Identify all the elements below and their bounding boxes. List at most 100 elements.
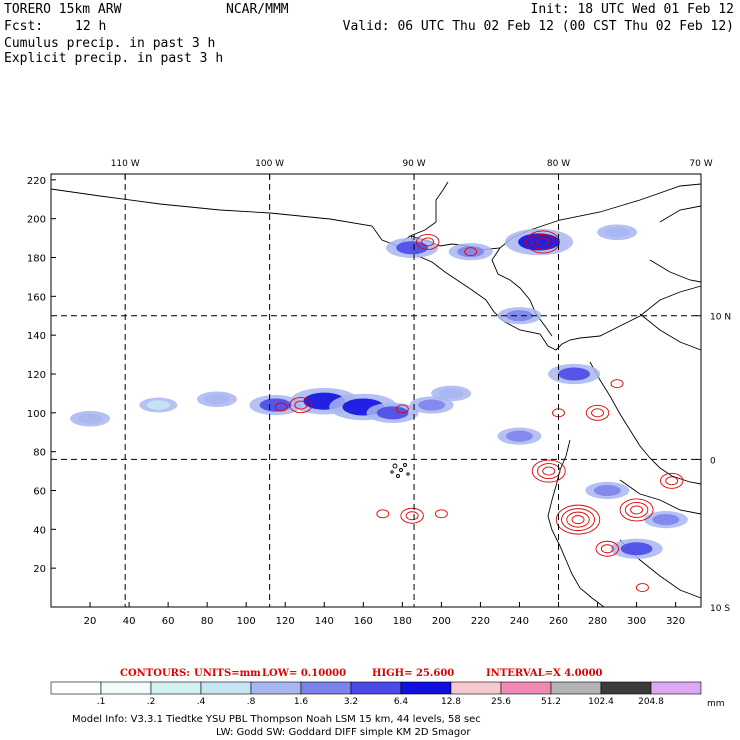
cumulus-area — [376, 406, 409, 420]
explicit-contour — [665, 476, 679, 486]
cumulus-area — [652, 514, 680, 526]
explicit-contour — [619, 498, 654, 522]
explicit-contour — [531, 459, 566, 483]
legend-swatch — [300, 681, 352, 695]
cumulus-area — [604, 227, 630, 238]
cumulus-area — [620, 542, 653, 556]
explicit-contour — [571, 515, 585, 525]
model-info-line1: Model Info: V3.3.1 Tiedtke YSU PBL Thomp… — [72, 714, 481, 725]
explicit-contour — [395, 404, 409, 414]
legend-value: 102.4 — [588, 697, 614, 707]
gridlines — [51, 174, 701, 607]
model-info-line2: LW: Godd SW: Goddard DIFF simple KM 2D S… — [216, 727, 471, 738]
y-tick-label: 160 — [27, 292, 46, 303]
legend-value: .1 — [97, 697, 106, 707]
init-time: Init: 18 UTC Wed 01 Feb 12 — [531, 2, 735, 17]
latitude-labels: 10 N 0 10 S — [696, 313, 731, 614]
x-tick-label: 100 — [237, 616, 256, 627]
plot-area — [50, 173, 702, 608]
x-axis-ticks: 20 40 60 80 100 120 140 160 180 200 220 240 260 280 30… — [84, 602, 685, 627]
cumulus-area — [146, 400, 170, 410]
longitude-label: 80 W — [547, 159, 570, 169]
y-tick-label: 140 — [27, 331, 46, 342]
explicit-contour — [405, 511, 419, 521]
legend-value: 51.2 — [541, 697, 561, 707]
explicit-contour — [591, 408, 604, 418]
latitude-label: 10 N — [710, 313, 731, 323]
forecast-label: Fcst: — [4, 19, 43, 34]
legend-value: 25.6 — [491, 697, 511, 707]
x-tick-label: 120 — [276, 616, 295, 627]
legend-swatch — [200, 681, 252, 695]
explicit-contour — [416, 234, 440, 250]
plot-frame — [50, 173, 702, 608]
legend-value: .4 — [197, 697, 206, 707]
x-tick-label: 320 — [666, 616, 685, 627]
explicit-contour — [600, 544, 614, 554]
x-tick-label: 220 — [471, 616, 490, 627]
cumulus-area — [518, 233, 560, 251]
model-title: TORERO 15km ARW — [4, 2, 122, 17]
longitude-label: 100 W — [255, 159, 284, 169]
legend-swatch — [50, 681, 102, 695]
cumulus-area — [457, 246, 485, 258]
latitude-label: 10 S — [710, 604, 730, 614]
x-tick-label: 260 — [549, 616, 568, 627]
legend-swatch — [550, 681, 602, 695]
x-tick-label: 300 — [627, 616, 646, 627]
cumulus-area — [558, 367, 591, 381]
explicit-contour — [376, 509, 390, 519]
legend-value: .2 — [147, 697, 156, 707]
longitude-labels: 110 W 100 W 90 W 80 W 70 W — [111, 159, 713, 179]
latitude-label: 0 — [710, 456, 716, 466]
explicit-contour — [566, 511, 590, 528]
contours-high: HIGH= 25.600 — [372, 668, 454, 679]
legend-swatch — [500, 681, 552, 695]
legend-swatch — [250, 681, 302, 695]
y-axis-ticks: 20 40 60 80 100 120 140 160 180 200 220 — [27, 176, 56, 575]
explicit-contour — [555, 504, 601, 535]
legend-swatch — [350, 681, 402, 695]
explicit-contour — [525, 230, 560, 254]
explicit-contour — [595, 540, 620, 557]
explicit-contour — [274, 402, 288, 412]
y-tick-label: 120 — [27, 370, 46, 381]
x-tick-label: 240 — [510, 616, 529, 627]
explicit-contour — [464, 247, 478, 257]
cumulus-area — [506, 310, 533, 322]
contours-low: LOW= 0.10000 — [262, 668, 346, 679]
legend-swatch — [400, 681, 452, 695]
y-tick-label: 40 — [33, 525, 46, 536]
legend-units: mm — [707, 699, 725, 709]
legend-swatch — [150, 681, 202, 695]
explicit-contour — [635, 583, 649, 593]
x-tick-label: 160 — [354, 616, 373, 627]
legend-value: 12.8 — [441, 697, 461, 707]
legend-value: 3.2 — [344, 697, 358, 707]
explicit-contour — [536, 237, 550, 247]
x-tick-label: 180 — [393, 616, 412, 627]
explicit-contour — [434, 509, 448, 519]
explicit-contour — [531, 234, 555, 250]
legend-value: .8 — [247, 697, 256, 707]
cumulus-area — [396, 241, 429, 255]
legend-value: 6.4 — [394, 697, 409, 707]
explicit-contour — [624, 501, 649, 518]
cumulus-area — [438, 388, 464, 399]
explicit-contour — [660, 472, 684, 489]
longitude-label: 110 W — [111, 159, 140, 169]
cumulus-area — [204, 394, 230, 405]
explicit-precip-contours — [274, 230, 684, 593]
legend-swatch — [600, 681, 652, 695]
explicit-contour — [537, 463, 561, 480]
forecast-hours: 12 h — [75, 19, 106, 34]
x-tick-label: 140 — [315, 616, 334, 627]
org-label: NCAR/MMM — [226, 2, 289, 17]
longitude-label: 90 W — [402, 159, 425, 169]
explicit-contour — [421, 237, 435, 247]
explicit-contour — [610, 379, 624, 389]
y-tick-label: 220 — [27, 176, 46, 187]
cumulus-area — [506, 430, 533, 442]
legend-value: 1.6 — [294, 697, 309, 707]
